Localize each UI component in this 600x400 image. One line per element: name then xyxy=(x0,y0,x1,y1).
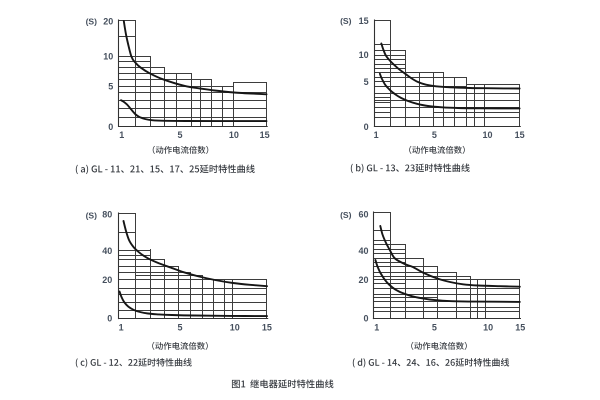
svg-text:5: 5 xyxy=(177,322,182,332)
svg-text:5: 5 xyxy=(432,130,437,140)
svg-text:20: 20 xyxy=(358,275,368,285)
svg-text:40: 40 xyxy=(358,246,368,256)
svg-text:15: 15 xyxy=(515,322,525,332)
svg-text:5: 5 xyxy=(432,322,437,332)
svg-text:5: 5 xyxy=(108,81,113,91)
svg-text:5: 5 xyxy=(364,77,369,87)
svg-text:(S): (S) xyxy=(86,211,98,221)
svg-text:15: 15 xyxy=(260,130,270,140)
svg-text:(S): (S) xyxy=(86,17,98,27)
svg-text:10: 10 xyxy=(103,52,113,62)
svg-text:0: 0 xyxy=(107,314,112,324)
svg-text:1: 1 xyxy=(374,130,379,140)
svg-text:15: 15 xyxy=(515,130,525,140)
svg-text:15: 15 xyxy=(262,322,272,332)
svg-text:10: 10 xyxy=(482,130,492,140)
svg-text:1: 1 xyxy=(374,322,379,332)
svg-text:20: 20 xyxy=(102,275,112,285)
svg-text:80: 80 xyxy=(102,209,112,219)
svg-text:5: 5 xyxy=(177,130,182,140)
svg-text:(S): (S) xyxy=(340,16,352,26)
svg-text:40: 40 xyxy=(102,246,112,256)
svg-text:10: 10 xyxy=(230,322,240,332)
svg-text:20: 20 xyxy=(103,16,113,26)
svg-text:(S): (S) xyxy=(340,210,352,220)
svg-text:1: 1 xyxy=(119,322,124,332)
svg-text:10: 10 xyxy=(359,50,369,60)
svg-text:0: 0 xyxy=(364,122,369,132)
svg-text:0: 0 xyxy=(108,122,113,132)
svg-text:10: 10 xyxy=(229,130,239,140)
svg-text:0: 0 xyxy=(363,313,368,323)
svg-text:1: 1 xyxy=(119,130,124,140)
svg-text:10: 10 xyxy=(483,322,493,332)
svg-text:60: 60 xyxy=(358,209,368,219)
svg-text:15: 15 xyxy=(359,16,369,26)
